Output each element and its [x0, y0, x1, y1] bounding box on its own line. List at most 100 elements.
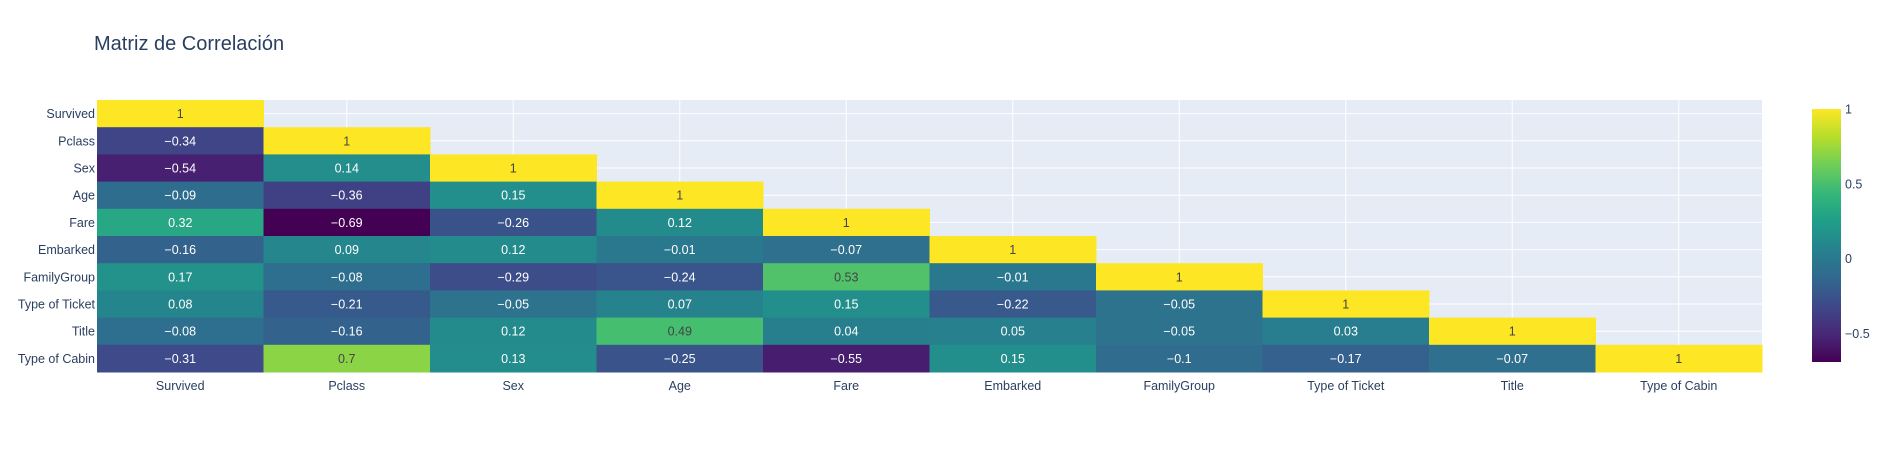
cell-value-label: −0.36 [331, 189, 363, 203]
cell-value-label: −0.21 [331, 298, 363, 312]
cell-value-label: −0.69 [331, 216, 363, 230]
heatmap-cell [1429, 317, 1596, 346]
heatmap-cell [763, 344, 930, 373]
heatmap-cell [263, 317, 431, 346]
cell-value-label: −0.16 [164, 243, 196, 257]
heatmap-cell [929, 263, 1097, 291]
y-tick-label: Age [73, 189, 95, 203]
x-tick-label: Title [1501, 379, 1524, 393]
heatmap-cell [430, 344, 597, 373]
cell-value-label: 0.15 [834, 298, 858, 312]
cell-value-label: 1 [177, 107, 184, 121]
heatmap-cell [430, 263, 597, 291]
cell-value-label: −0.25 [664, 352, 696, 366]
x-tick-label: Pclass [328, 379, 365, 393]
cell-value-label: −0.31 [164, 352, 196, 366]
heatmap-cell [97, 290, 264, 319]
x-tick-label: Embarked [984, 379, 1041, 393]
x-axis-tick-labels: Survived Pclass Sex Age Fare Embarked FamilyGr… [156, 379, 1717, 393]
heatmap-cell [97, 208, 264, 237]
cell-value-label: −0.54 [164, 162, 196, 176]
cell-value-label: −0.01 [664, 243, 696, 257]
cell-value-label: 1 [1675, 352, 1682, 366]
cell-value-label: 0.12 [501, 325, 525, 339]
heatmap-cell [929, 317, 1097, 346]
cell-value-label: 0.12 [668, 216, 692, 230]
heatmap-cell [763, 208, 930, 237]
cell-value-label: 0.49 [668, 325, 692, 339]
y-tick-label: Embarked [38, 243, 95, 257]
heatmap-cell [1096, 317, 1263, 346]
cell-value-label: 1 [1009, 243, 1016, 257]
heatmap-cell [430, 208, 597, 237]
heatmap-cell [1262, 344, 1430, 373]
heatmap-cell [430, 236, 597, 264]
x-tick-label: Type of Ticket [1307, 379, 1385, 393]
cell-value-label: 0.09 [335, 243, 359, 257]
x-tick-label: Sex [502, 379, 524, 393]
heatmap-cell [1429, 344, 1596, 373]
x-tick-label: Age [669, 379, 691, 393]
heatmap-cell [1262, 290, 1430, 319]
heatmap-cell [97, 263, 264, 291]
cell-value-label: 0.7 [338, 352, 355, 366]
heatmap-cell [1096, 263, 1263, 291]
cell-value-label: 1 [1509, 325, 1516, 339]
heatmap-cell [763, 317, 930, 346]
x-tick-label: FamilyGroup [1143, 379, 1215, 393]
heatmap-cells: 1 −0.34 1 −0.54 0.14 1 −0.09 −0.36 0.15 1 0.32 −0.6… [97, 100, 1763, 373]
x-tick-label: Fare [833, 379, 859, 393]
x-tick-label: Survived [156, 379, 205, 393]
cell-value-label: −0.22 [997, 298, 1029, 312]
cell-value-label: 0.03 [1334, 325, 1358, 339]
heatmap-cell [1096, 290, 1263, 319]
colorbar-tick-label: −0.5 [1845, 327, 1870, 341]
chart-title: Matriz de Correlación [94, 33, 284, 55]
heatmap-cell [263, 154, 431, 183]
cell-value-label: −0.05 [1163, 325, 1195, 339]
cell-value-label: −0.05 [1163, 298, 1195, 312]
heatmap-cell [97, 100, 264, 128]
heatmap-cell [97, 317, 264, 346]
cell-value-label: −0.16 [331, 325, 363, 339]
cell-value-label: 1 [510, 162, 517, 176]
heatmap-cell [596, 236, 764, 264]
cell-value-label: −0.07 [830, 243, 862, 257]
cell-value-label: 0.12 [501, 243, 525, 257]
cell-value-label: 0.15 [501, 189, 525, 203]
cell-value-label: 0.14 [335, 162, 359, 176]
heatmap-cell [929, 344, 1097, 373]
cell-value-label: 1 [1176, 270, 1183, 284]
y-tick-label: Survived [46, 107, 95, 121]
y-axis-tick-labels: Survived Pclass Sex Age Fare Embarked FamilyGr… [18, 107, 96, 366]
heatmap-cell [929, 290, 1097, 319]
cell-value-label: −0.26 [497, 216, 529, 230]
heatmap-cell [596, 208, 764, 237]
heatmap-cell [430, 181, 597, 210]
heatmap-cell [263, 344, 431, 373]
cell-value-label: 0.32 [168, 216, 192, 230]
heatmap-cell [763, 263, 930, 291]
y-tick-label: Type of Ticket [18, 298, 96, 312]
y-tick-label: Sex [73, 162, 95, 176]
cell-value-label: −0.05 [497, 298, 529, 312]
cell-value-label: −0.01 [997, 270, 1029, 284]
cell-value-label: 0.04 [834, 325, 858, 339]
y-tick-label: Title [72, 325, 95, 339]
cell-value-label: 1 [676, 189, 683, 203]
cell-value-label: −0.09 [164, 189, 196, 203]
cell-value-label: −0.24 [664, 270, 696, 284]
x-tick-label: Type of Cabin [1640, 379, 1717, 393]
cell-value-label: −0.08 [164, 325, 196, 339]
heatmap-cell [430, 317, 597, 346]
heatmap-cell [430, 290, 597, 319]
heatmap-cell [596, 181, 764, 210]
y-tick-label: Pclass [58, 134, 95, 148]
cell-value-label: −0.29 [497, 270, 529, 284]
heatmap-cell [1262, 317, 1430, 346]
heatmap-cell [929, 236, 1097, 264]
heatmap-cell [1595, 344, 1763, 373]
heatmap-cell [263, 181, 431, 210]
cell-value-label: 0.15 [1001, 352, 1025, 366]
